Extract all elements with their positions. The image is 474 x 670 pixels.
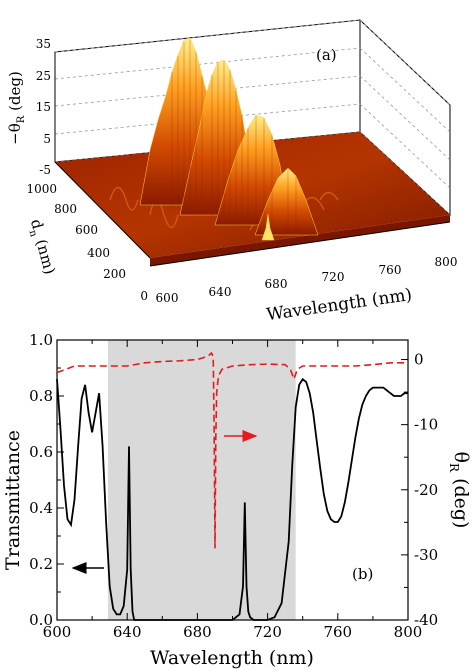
dn-tick-label: 600: [75, 223, 98, 237]
peak-spikes: [171, 40, 297, 234]
x-tick-label: 720: [322, 270, 345, 284]
z-axis-label: −θR (deg): [6, 71, 27, 145]
panel-b: 600 640 680 720 760 800 0.0 0.2 0.4 0.6 0.8 1.0 0 -10…: [2, 331, 472, 669]
dn-tick-label: 0: [140, 289, 148, 303]
z-tick-label: 25: [36, 69, 51, 83]
y-left-tick-label: 0.6: [29, 443, 53, 461]
x-tick-label: 640: [113, 623, 142, 641]
theta-r-line: [56, 351, 408, 549]
wavelength-ticks-a: 600 640 680 720 760 800: [156, 255, 458, 305]
y-left-tick-label: 0.4: [29, 499, 53, 517]
dn-tick-label: 400: [87, 246, 110, 260]
x-tick-label: 800: [435, 255, 458, 269]
y-right-tick-label: -10: [414, 416, 438, 434]
ticks-b: 600 640 680 720 760 800 0.0 0.2 0.4 0.6 0.8 1.0 0 -10…: [29, 331, 438, 641]
panel-a: 35 25 15 5 -5 −θR (deg) 1000 800 600 400…: [6, 18, 458, 325]
dn-tick-label: 1000: [26, 182, 57, 196]
surface-front-edge: [150, 215, 450, 266]
panel-a-label: (a): [316, 46, 337, 64]
y-left-tick-label: 1.0: [29, 331, 53, 349]
z-tick-label: 15: [36, 100, 51, 114]
x-tick-label: 680: [265, 277, 288, 291]
dn-tick-label: 200: [103, 267, 126, 281]
z-tick-label: -5: [39, 163, 51, 177]
x-tick-label: 600: [156, 291, 179, 305]
x-tick-label: 600: [43, 623, 72, 641]
y-right-tick-label: -30: [414, 546, 438, 564]
z-ticks: 35 25 15 5 -5: [36, 37, 51, 177]
y-right-tick-label: -40: [414, 611, 438, 629]
axes-3d: [54, 52, 451, 267]
transmittance-line: [56, 377, 408, 621]
z-tick-label: 5: [43, 132, 51, 146]
y-left-tick-label: 0.0: [29, 611, 53, 629]
transmission-band-shade: [107, 340, 296, 620]
dn-ticks: 1000 800 600 400 200 0: [26, 182, 148, 303]
y-left-tick-label: 0.8: [29, 387, 53, 405]
left-y-axis-label: Transmittance: [2, 430, 24, 570]
x-axis-label-a: Wavelength (nm): [265, 285, 413, 325]
x-tick-label: 760: [323, 623, 352, 641]
x-tick-label: 800: [394, 623, 423, 641]
z-tick-label: 35: [36, 37, 51, 51]
y-left-tick-label: 0.2: [29, 555, 53, 573]
dn-axis-label: dn (nm): [24, 217, 59, 277]
x-tick-label: 760: [379, 263, 402, 277]
x-axis-label-b: Wavelength (nm): [150, 647, 314, 669]
x-tick-label: 640: [209, 285, 232, 299]
y-right-tick-label: -20: [414, 481, 438, 499]
surface-peaks: [139, 37, 319, 241]
x-tick-label: 720: [253, 623, 282, 641]
dn-tick-label: 800: [54, 202, 77, 216]
y-right-tick-label: 0: [414, 351, 424, 369]
panel-b-label: (b): [352, 565, 373, 583]
x-tick-label: 680: [183, 623, 212, 641]
right-y-axis-label: θR (deg): [447, 452, 472, 529]
